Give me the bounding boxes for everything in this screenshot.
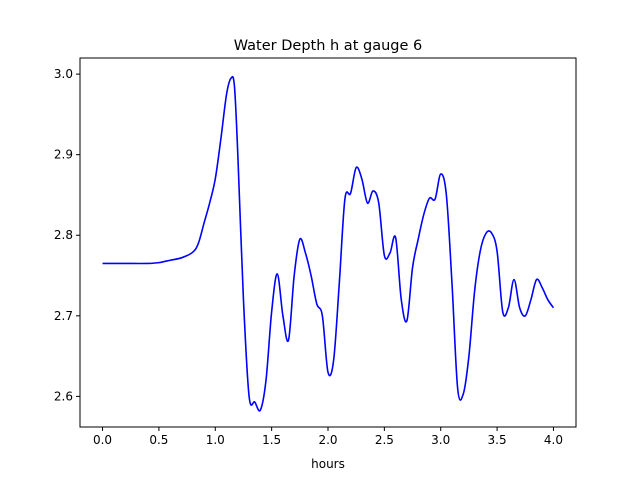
- y-tick-label: 2.8: [54, 228, 73, 242]
- y-axis-ticks: 2.6 2.7 2.8 2.9 3.0: [54, 67, 80, 403]
- chart-title: Water Depth h at gauge 6: [234, 38, 422, 54]
- x-tick-label: 0.0: [93, 433, 112, 447]
- x-tick-label: 4.0: [544, 433, 563, 447]
- y-tick-label: 2.7: [54, 309, 73, 323]
- x-axis-ticks: 0.0 0.5 1.0 1.5 2.0 2.5 3.0 3.5 4.0: [93, 427, 563, 447]
- x-axis-label: hours: [311, 457, 345, 471]
- plot-area: [102, 75, 555, 412]
- y-tick-label: 2.6: [54, 389, 73, 403]
- x-tick-label: 2.0: [318, 433, 337, 447]
- y-tick-label: 2.9: [54, 148, 73, 162]
- x-tick-label: 3.0: [431, 433, 450, 447]
- y-tick-label: 3.0: [54, 67, 73, 81]
- x-tick-label: 3.5: [488, 433, 507, 447]
- x-tick-label: 1.5: [262, 433, 281, 447]
- x-tick-label: 2.5: [375, 433, 394, 447]
- x-tick-label: 0.5: [149, 433, 168, 447]
- series-line-0: [102, 75, 555, 412]
- x-tick-label: 1.0: [206, 433, 225, 447]
